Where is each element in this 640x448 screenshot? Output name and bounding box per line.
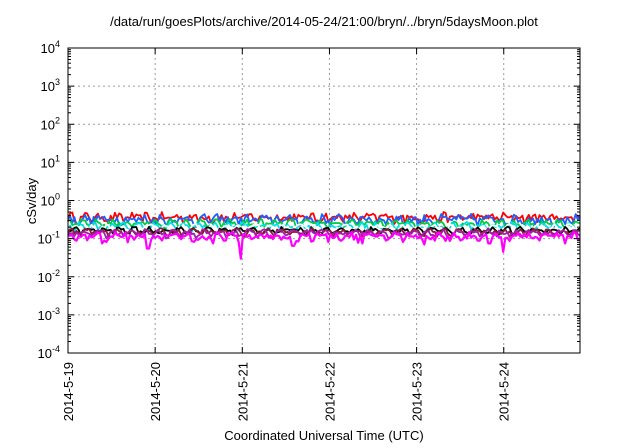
y-tick-label: 10-4 (38, 344, 60, 361)
x-tick-label: 2014-5-22 (322, 362, 337, 421)
grid-lines (68, 48, 580, 353)
x-tick-label: 2014-5-21 (235, 362, 250, 421)
y-tick-label: 10-1 (38, 230, 60, 247)
y-tick-label: 10-3 (38, 306, 60, 323)
series-line (67, 225, 581, 237)
axis-ticks: 10-4 10-3 10-2 10-1 100 101 102 103 104 2014-5-19… (38, 39, 580, 421)
y-tick-label: 101 (41, 153, 60, 170)
y-tick-label: 100 (41, 192, 60, 209)
y-tick-label: 104 (41, 39, 60, 56)
y-axis-label: cSv/day (24, 177, 39, 224)
x-tick-label: 2014-5-20 (148, 362, 163, 421)
series-line (67, 230, 581, 260)
series-line (67, 223, 581, 235)
data-series (67, 211, 581, 260)
y-tick-label: 103 (41, 77, 60, 94)
y-tick-label: 10-2 (38, 268, 60, 285)
chart-title: /data/run/goesPlots/archive/2014-05-24/2… (110, 14, 538, 29)
x-tick-label: 2014-5-19 (61, 362, 76, 421)
x-tick-label: 2014-5-23 (410, 362, 425, 421)
x-tick-label: 2014-5-24 (497, 362, 512, 421)
y-tick-label: 102 (41, 115, 60, 132)
series-line (67, 213, 581, 229)
x-axis-label: Coordinated Universal Time (UTC) (224, 428, 423, 443)
